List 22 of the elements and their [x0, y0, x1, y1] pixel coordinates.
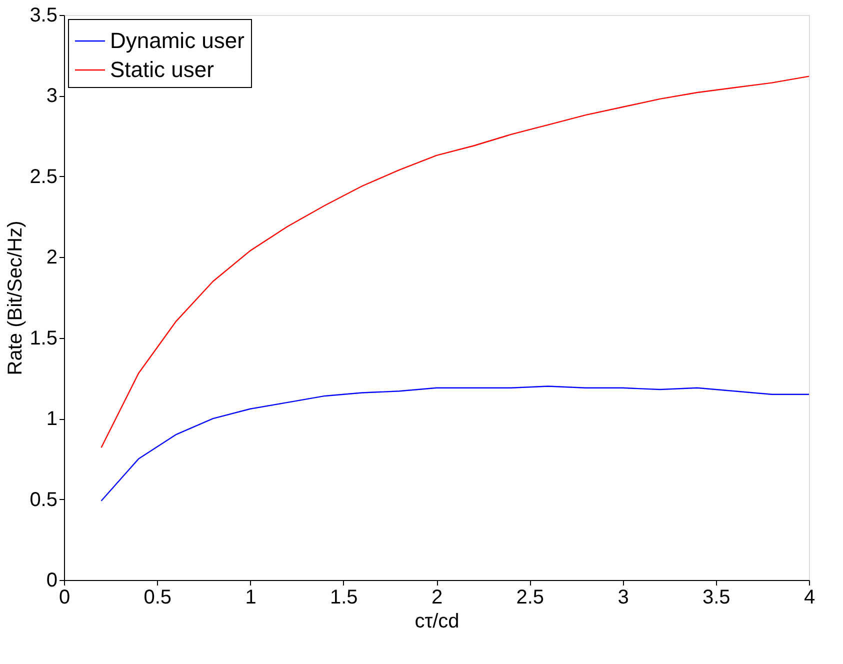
- x-tick-label: 2.5: [516, 586, 544, 608]
- y-tick-label: 2.5: [30, 166, 58, 188]
- y-tick-label: 3.5: [30, 4, 58, 26]
- legend-label: Static user: [110, 57, 214, 82]
- x-tick-label: 4: [804, 586, 816, 608]
- x-tick-label: 0.5: [144, 586, 172, 608]
- y-tick-label: 1: [46, 408, 58, 430]
- y-axis-title: Rate (Bit/Sec/Hz): [4, 220, 27, 376]
- x-tick-label: 2: [431, 586, 443, 608]
- y-tick-label: 1.5: [30, 327, 58, 350]
- y-tick-label: 0.5: [30, 488, 58, 511]
- x-tick-label: 3.5: [702, 586, 730, 608]
- legend-label: Dynamic user: [110, 28, 244, 53]
- y-tick-label: 3: [46, 85, 58, 108]
- x-tick-label: 1.5: [330, 586, 358, 608]
- y-tick-label: 0: [46, 570, 58, 592]
- x-tick-label: 3: [618, 586, 629, 608]
- line-series: [100, 386, 810, 502]
- line-series: [100, 76, 810, 448]
- y-tick-label: 2: [46, 246, 58, 269]
- x-tick-label: 1: [245, 586, 256, 608]
- x-axis-title: cτ/cd: [414, 610, 460, 632]
